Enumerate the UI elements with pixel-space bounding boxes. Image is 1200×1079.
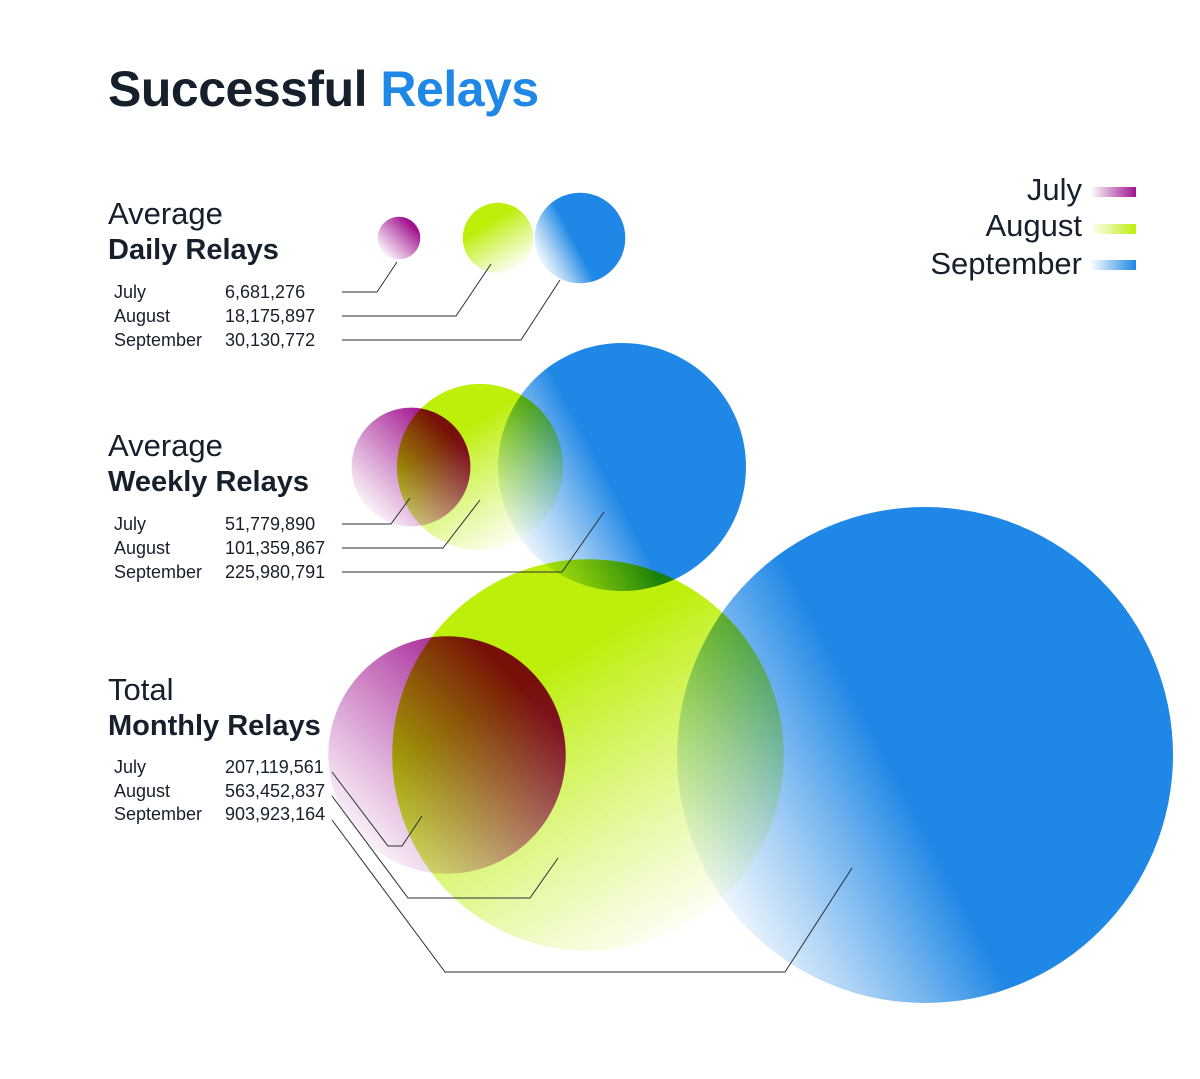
weekly-bubble-september <box>498 343 746 591</box>
monthly-value-august: 563,452,837 <box>225 781 326 801</box>
daily-value-august: 18,175,897 <box>225 306 316 326</box>
daily-bubble-august <box>462 202 534 274</box>
weekly-label-bold: Weekly Relays <box>108 466 309 498</box>
weekly-leader-august <box>342 499 481 549</box>
weekly-leader-september <box>342 511 605 573</box>
page-title: Successful Relays <box>108 60 539 118</box>
weekly-value-august: 101,359,867 <box>225 538 326 558</box>
title-accent: Relays <box>380 61 539 117</box>
daily-month-july: July <box>114 282 147 302</box>
daily-leader-september <box>342 279 561 341</box>
daily-bubble-september <box>534 192 626 284</box>
monthly-month-august: August <box>114 781 171 801</box>
legend-label-august: August <box>985 208 1082 243</box>
daily-value-september: 30,130,772 <box>225 330 316 350</box>
daily-bubble-july <box>377 216 421 260</box>
weekly-value-july: 51,779,890 <box>225 514 316 534</box>
weekly-month-july: July <box>114 514 147 534</box>
daily-month-september: September <box>114 330 203 350</box>
monthly-leader-august <box>331 795 559 899</box>
monthly-bubble-august <box>392 559 784 951</box>
daily-label-bold: Daily Relays <box>108 234 279 266</box>
legend-swatch-august <box>1090 224 1136 234</box>
monthly-month-september: September <box>114 804 203 824</box>
title-main: Successful <box>108 61 368 117</box>
weekly-value-september: 225,980,791 <box>225 562 326 582</box>
weekly-leader-july <box>342 497 411 525</box>
monthly-label-light: Total <box>108 672 174 707</box>
legend-swatch-september <box>1090 260 1136 270</box>
monthly-label-bold: Monthly Relays <box>108 710 321 742</box>
daily-leader-july <box>342 261 398 293</box>
daily-label-light: Average <box>108 196 223 231</box>
monthly-value-september: 903,923,164 <box>225 804 326 824</box>
daily-leader-august <box>342 263 492 317</box>
monthly-month-july: July <box>114 757 147 777</box>
daily-value-july: 6,681,276 <box>225 282 306 302</box>
weekly-month-september: September <box>114 562 203 582</box>
monthly-bubble-september <box>677 507 1173 1003</box>
weekly-label-light: Average <box>108 428 223 463</box>
legend-label-september: September <box>930 246 1082 281</box>
daily-month-august: August <box>114 306 171 326</box>
legend-label-july: July <box>1026 172 1082 207</box>
monthly-value-july: 207,119,561 <box>225 757 324 777</box>
monthly-leader-september <box>331 819 853 973</box>
legend-swatch-july <box>1090 187 1136 197</box>
weekly-month-august: August <box>114 538 171 558</box>
monthly-leader-july <box>331 771 423 847</box>
